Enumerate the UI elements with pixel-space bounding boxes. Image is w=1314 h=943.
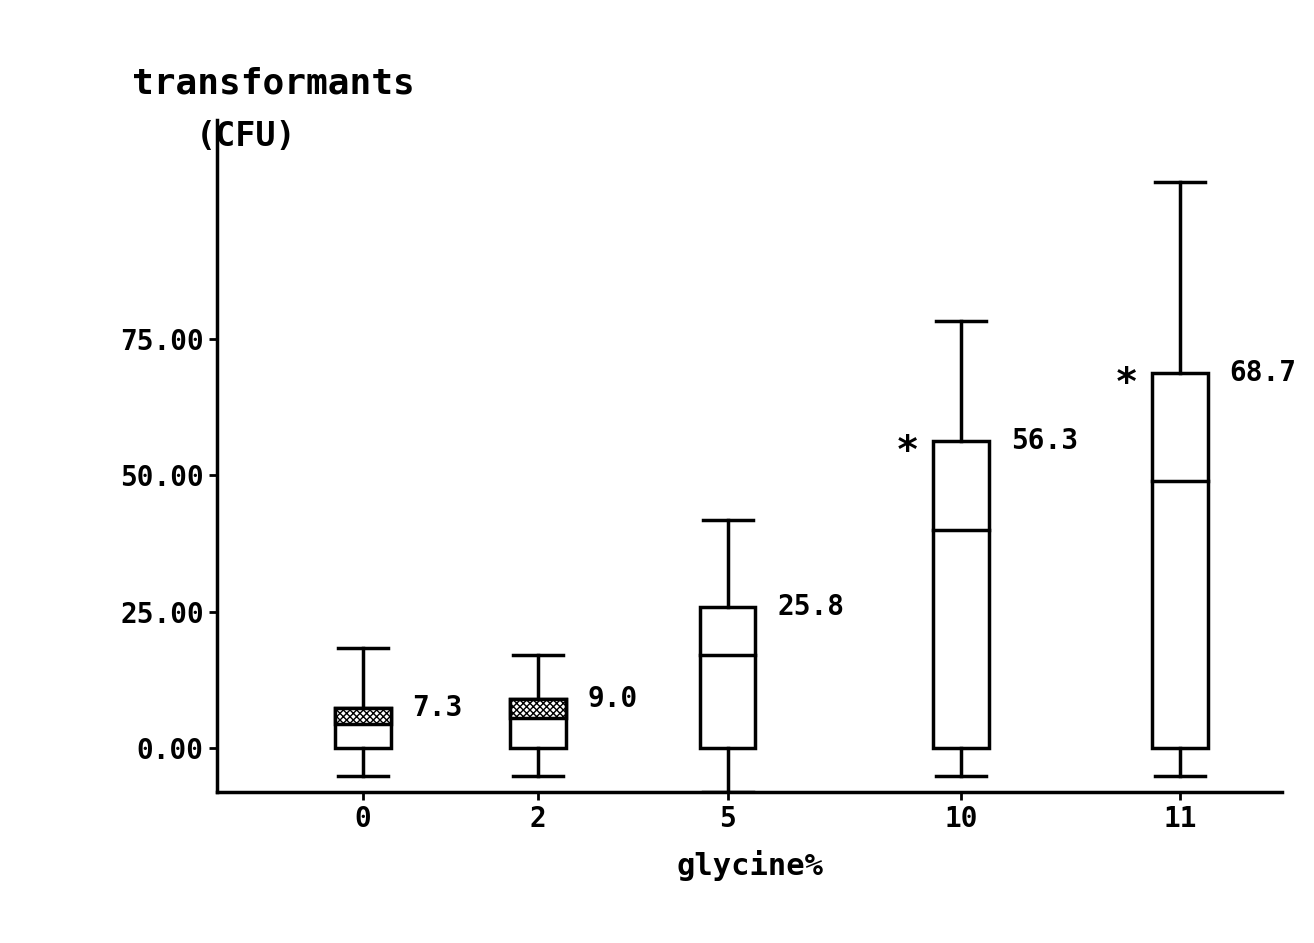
Text: 9.0: 9.0 xyxy=(587,686,637,713)
Text: transformants: transformants xyxy=(131,67,415,101)
Text: 56.3: 56.3 xyxy=(1010,427,1077,455)
Text: 68.7: 68.7 xyxy=(1230,359,1297,387)
Text: (CFU): (CFU) xyxy=(196,121,297,154)
Bar xyxy=(933,440,989,749)
Bar xyxy=(510,699,566,749)
Text: 7.3: 7.3 xyxy=(413,694,463,722)
Bar xyxy=(335,708,390,723)
Bar xyxy=(510,699,566,719)
Bar xyxy=(335,708,390,749)
Bar xyxy=(700,607,756,749)
Text: *: * xyxy=(1114,365,1138,403)
Bar xyxy=(1152,373,1208,749)
X-axis label: glycine%: glycine% xyxy=(677,850,823,881)
Text: *: * xyxy=(896,433,918,471)
Text: 25.8: 25.8 xyxy=(778,593,845,621)
